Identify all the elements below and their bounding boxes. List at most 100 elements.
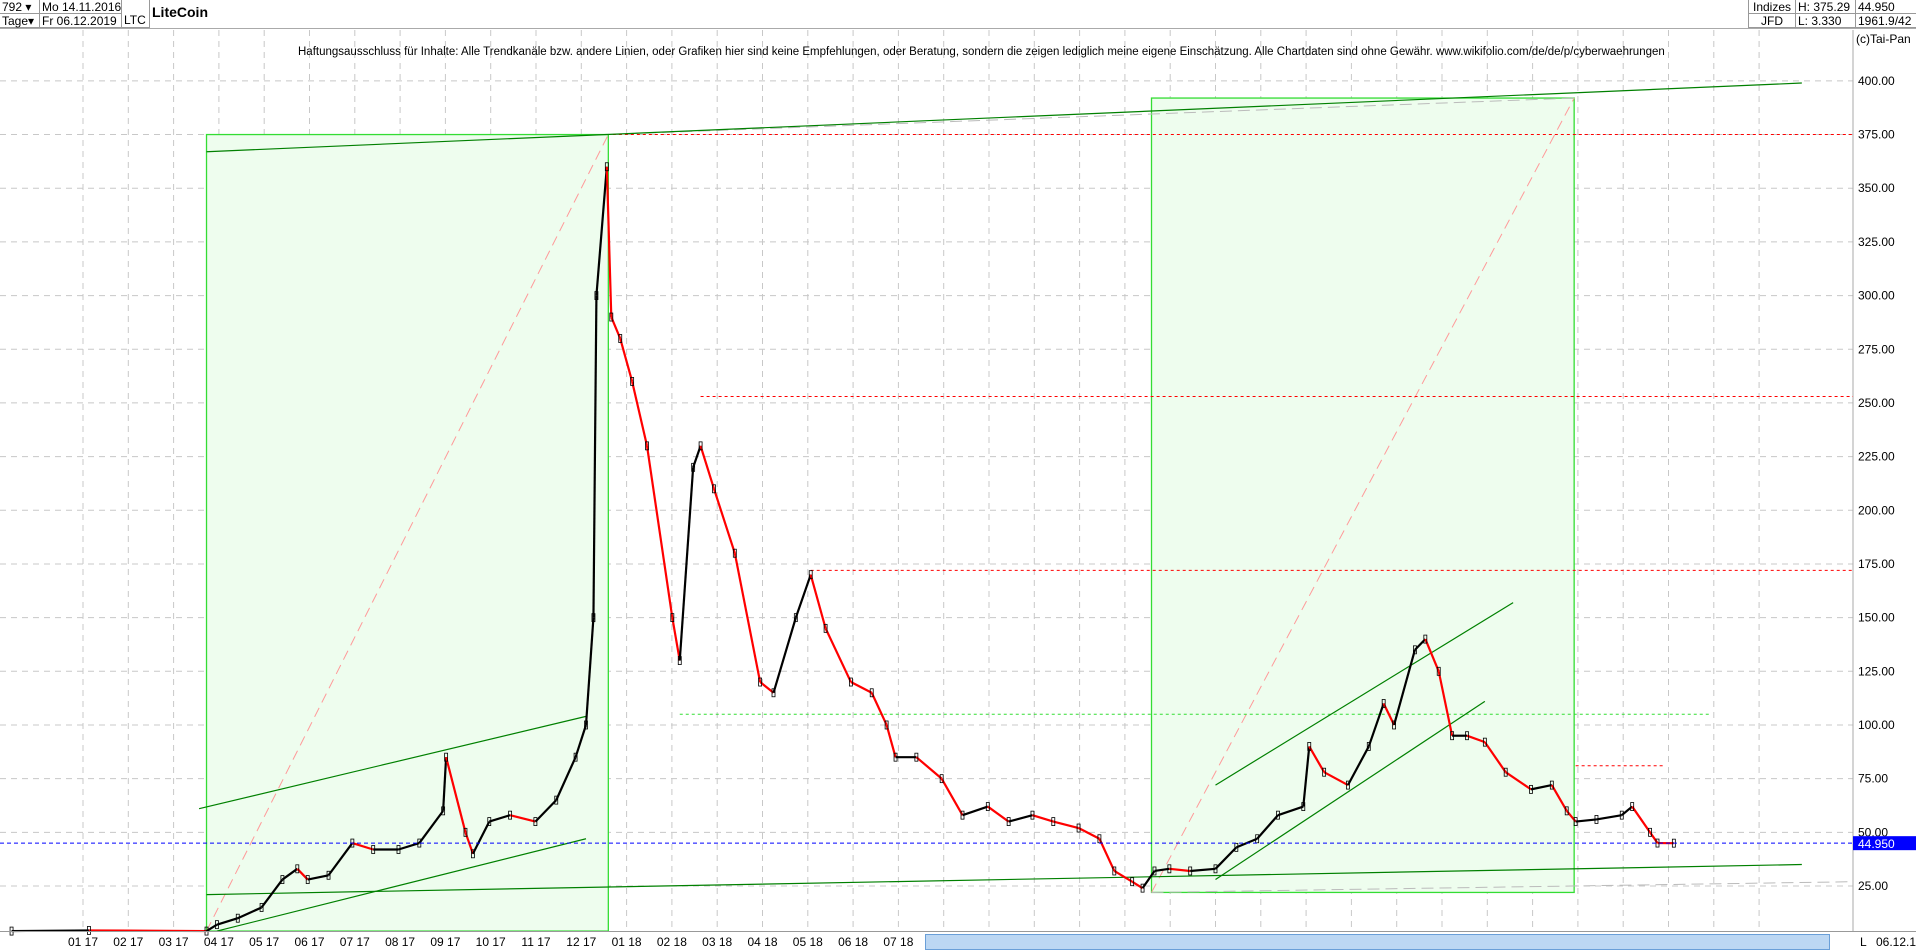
price-segment <box>733 553 762 683</box>
copyright: (c)Tai-Pan <box>1856 32 1911 46</box>
candle <box>584 720 588 730</box>
candle <box>1322 767 1327 777</box>
y-tick-label: 225.00 <box>1858 450 1895 464</box>
candle <box>1188 866 1193 876</box>
x-tick-label: 04 18 <box>747 935 777 949</box>
x-tick-label: 05 18 <box>793 935 823 949</box>
candle <box>1167 864 1172 874</box>
price-segment <box>11 929 89 933</box>
y-tick-label: 300.00 <box>1858 289 1895 303</box>
candle <box>1234 842 1239 852</box>
candle <box>712 484 716 494</box>
scroll-lock-button[interactable]: L <box>1860 935 1867 949</box>
price-segment <box>509 814 536 823</box>
price-segment <box>772 617 797 694</box>
trend-line <box>206 863 1802 896</box>
candle <box>1030 810 1035 820</box>
price-segment <box>850 681 873 694</box>
candle <box>1006 817 1011 826</box>
y-tick-label: 200.00 <box>1858 503 1895 517</box>
diagonal-dashed-line <box>1151 97 1575 893</box>
price-segment <box>595 166 608 296</box>
candle <box>371 845 376 854</box>
price-segment <box>88 929 207 933</box>
price-segment <box>1323 771 1349 787</box>
candle <box>396 845 401 854</box>
price-segment <box>237 906 263 920</box>
start-date[interactable]: Mo 14.11.2016 <box>40 0 122 14</box>
candle <box>793 613 798 623</box>
candle <box>1213 864 1218 874</box>
price-segment <box>1190 867 1216 873</box>
candle <box>1130 877 1135 887</box>
candle <box>326 870 331 880</box>
price-segment <box>1530 784 1553 791</box>
last-price: 44.950 <box>1856 0 1916 14</box>
candle <box>758 677 763 687</box>
y-tick-label: 400.00 <box>1858 74 1895 88</box>
price-segment <box>678 467 695 661</box>
candle <box>1152 866 1157 876</box>
price-segment <box>260 878 284 909</box>
candle <box>1051 817 1056 826</box>
price-segment <box>488 814 511 823</box>
candle <box>573 752 578 762</box>
price-segment <box>870 692 888 726</box>
price-segment <box>1346 745 1370 786</box>
disclaimer-text: Haftungsausschluss für Inhalte: Alle Tre… <box>298 46 1665 58</box>
candle <box>630 377 635 386</box>
dropdown-arrow-icon: ▾ <box>28 14 35 28</box>
candle <box>869 688 874 698</box>
time-scrollbar[interactable] <box>925 934 1830 950</box>
candle <box>884 720 889 730</box>
x-tick-label: 02 18 <box>657 935 687 949</box>
candle <box>960 810 965 820</box>
price-segment <box>574 724 588 758</box>
price-segment <box>398 842 420 851</box>
price-segment <box>1505 771 1532 791</box>
price-segment <box>885 724 897 758</box>
y-tick-label: 50.00 <box>1858 825 1888 839</box>
x-tick-label: 09 17 <box>430 935 460 949</box>
price-segment <box>1393 649 1416 726</box>
period-select[interactable]: Tage▾ <box>0 14 40 28</box>
candle <box>1307 742 1312 751</box>
symbol: LTC <box>122 0 150 28</box>
candle <box>444 752 449 762</box>
price-segment <box>915 756 943 780</box>
candle <box>259 903 264 912</box>
candle <box>1465 731 1469 741</box>
candle <box>471 849 475 859</box>
price-segment <box>759 681 775 694</box>
candle <box>295 864 300 874</box>
footer-date: 06.12.19 <box>1876 935 1916 949</box>
x-tick-label: 06 18 <box>838 935 868 949</box>
price-segment <box>1169 867 1191 873</box>
candle <box>1549 780 1554 790</box>
price-segment <box>1154 867 1170 873</box>
price-segment <box>418 810 445 844</box>
bars-count-select[interactable]: 792 ▾ <box>0 0 40 14</box>
price-segment <box>307 874 329 881</box>
candle <box>618 334 623 343</box>
x-tick-label: 11 17 <box>521 935 550 949</box>
price-segment <box>712 488 736 554</box>
current-price-label: 44.950 <box>1858 837 1895 851</box>
candle <box>1564 806 1569 816</box>
candle <box>1392 720 1396 730</box>
price-segment <box>1424 638 1440 672</box>
candle <box>215 920 219 930</box>
exchange-group: Indizes <box>1748 0 1796 14</box>
x-tick-label: 12 17 <box>566 935 596 949</box>
price-segment <box>940 778 964 816</box>
candle <box>1503 767 1508 777</box>
price-segment <box>809 574 827 629</box>
price-segment <box>1113 870 1133 883</box>
candle <box>939 774 944 784</box>
candle <box>985 802 990 811</box>
candle <box>1450 731 1455 741</box>
candle <box>808 570 813 580</box>
candle <box>670 613 675 623</box>
end-date[interactable]: Fr 06.12.2019 <box>40 14 122 28</box>
